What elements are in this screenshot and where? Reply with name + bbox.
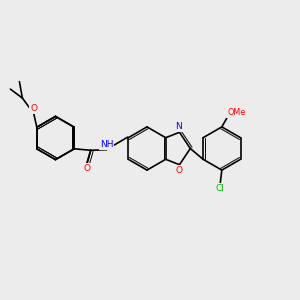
Text: OMe: OMe: [227, 108, 245, 117]
Text: N: N: [176, 122, 182, 131]
Text: O: O: [176, 166, 182, 175]
Text: Cl: Cl: [216, 184, 225, 193]
Text: NH: NH: [100, 140, 113, 149]
Text: O: O: [30, 104, 37, 113]
Text: O: O: [84, 164, 91, 173]
